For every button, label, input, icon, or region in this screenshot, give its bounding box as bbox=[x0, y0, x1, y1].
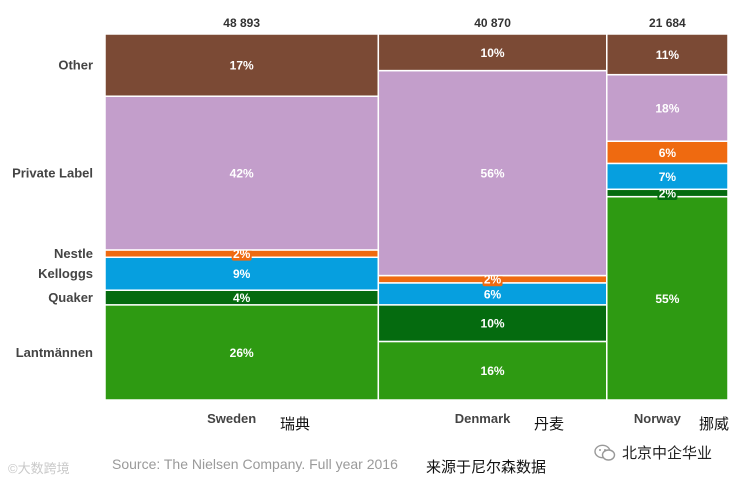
column-label-cn-denmark: 丹麦 bbox=[534, 415, 565, 433]
segment-sweden-lantmannen bbox=[104, 304, 380, 401]
segment-norway-lantmannen bbox=[606, 195, 729, 401]
segment-norway-other bbox=[606, 33, 729, 76]
source-note-cn: 来源于尼尔森数据 bbox=[426, 458, 547, 476]
value-label-sweden-other: 17% bbox=[230, 59, 254, 73]
value-label-norway-nestle: 6% bbox=[659, 146, 677, 160]
segment-denmark-private-label bbox=[377, 69, 608, 277]
x-tick-label-denmark: Denmark bbox=[455, 411, 511, 426]
value-label-denmark-private-label: 56% bbox=[481, 167, 505, 181]
y-category-label-lantmannen: Lantmännen bbox=[16, 345, 93, 360]
segment-denmark-other bbox=[377, 33, 608, 72]
value-label-sweden-lantmannen: 26% bbox=[230, 346, 254, 360]
x-tick-label-sweden: Sweden bbox=[207, 411, 256, 426]
value-label-norway-kelloggs: 7% bbox=[659, 170, 677, 184]
y-category-label-other: Other bbox=[58, 58, 93, 73]
watermark-right-text: 北京中企华业 bbox=[622, 444, 713, 462]
segment-denmark-lantmannen bbox=[377, 340, 608, 401]
column-label-cn-sweden: 瑞典 bbox=[280, 415, 311, 433]
value-label-norway-other: 11% bbox=[656, 48, 680, 62]
source-note: Source: The Nielsen Company. Full year 2… bbox=[112, 456, 398, 472]
value-label-denmark-other: 10% bbox=[481, 46, 505, 60]
value-label-norway-lantmannen: 55% bbox=[655, 292, 679, 306]
y-category-label-nestle: Nestle bbox=[54, 246, 93, 261]
column-total-norway: 21 684 bbox=[649, 16, 686, 30]
column-total-denmark: 40 870 bbox=[474, 16, 511, 30]
segment-sweden-kelloggs bbox=[104, 256, 380, 291]
value-label-sweden-quaker: 4% bbox=[233, 291, 251, 305]
value-label-denmark-kelloggs: 6% bbox=[484, 287, 502, 301]
column-label-cn-norway: 挪威 bbox=[699, 415, 730, 433]
value-label-denmark-quaker: 10% bbox=[481, 317, 505, 331]
y-category-label-kelloggs: Kelloggs bbox=[38, 266, 93, 281]
wechat-icon bbox=[594, 444, 616, 462]
y-category-label-quaker: Quaker bbox=[48, 290, 93, 305]
column-total-sweden: 48 893 bbox=[223, 16, 260, 30]
segment-denmark-quaker bbox=[377, 304, 608, 343]
y-category-label-private-label: Private Label bbox=[12, 166, 93, 181]
value-label-norway-private-label: 18% bbox=[655, 101, 679, 115]
segment-sweden-private-label bbox=[104, 95, 380, 251]
watermark-left: ©大数跨境 bbox=[8, 461, 70, 476]
segment-norway-kelloggs bbox=[606, 162, 729, 191]
x-tick-label-norway: Norway bbox=[634, 411, 682, 426]
value-label-denmark-lantmannen: 16% bbox=[481, 364, 505, 378]
value-label-sweden-private-label: 42% bbox=[230, 167, 254, 181]
segment-sweden-other bbox=[104, 33, 380, 97]
watermark-right: 北京中企华业 bbox=[594, 442, 712, 463]
value-label-sweden-kelloggs: 9% bbox=[233, 267, 251, 281]
segment-norway-private-label bbox=[606, 73, 729, 142]
